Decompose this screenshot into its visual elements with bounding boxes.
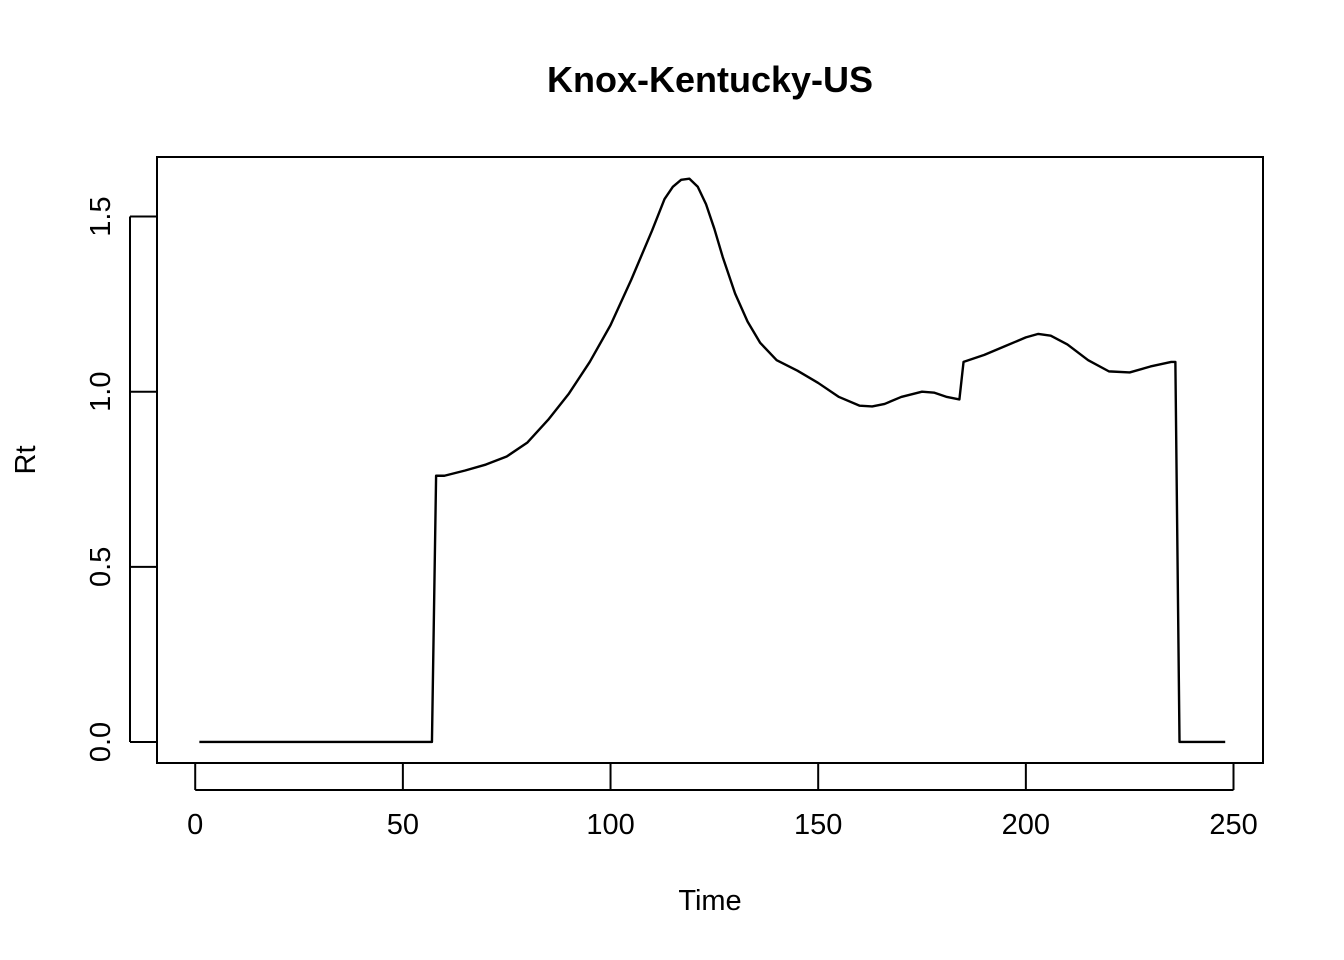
x-axis-label: Time bbox=[678, 885, 741, 917]
y-tick-label: 1.0 bbox=[85, 372, 117, 412]
y-axis: 0.0 0.5 1.0 1.5 bbox=[85, 196, 157, 762]
x-tick-label: 200 bbox=[1002, 809, 1050, 841]
plot-frame bbox=[156, 156, 1264, 764]
x-tick-label: 50 bbox=[387, 809, 419, 841]
y-tick-label: 0.5 bbox=[85, 547, 117, 587]
x-tick-label: 100 bbox=[586, 809, 634, 841]
series-line bbox=[199, 177, 1226, 744]
x-tick-label: 250 bbox=[1209, 809, 1257, 841]
x-tick-label: 150 bbox=[794, 809, 842, 841]
y-tick-label: 1.5 bbox=[85, 196, 117, 236]
y-axis-label: Rt bbox=[10, 446, 42, 475]
x-tick-label: 0 bbox=[187, 809, 203, 841]
y-tick-label: 0.0 bbox=[85, 722, 117, 762]
chart-title: Knox-Kentucky-US bbox=[547, 59, 873, 100]
x-axis: 0 50 100 150 200 250 bbox=[187, 763, 1258, 841]
